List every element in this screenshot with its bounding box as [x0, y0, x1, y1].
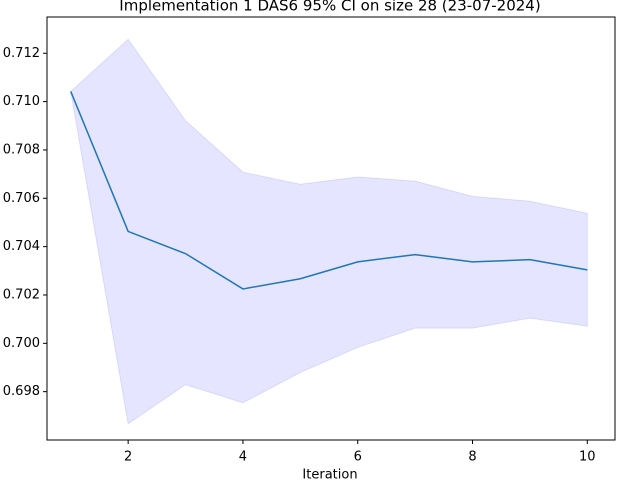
y-tick-label: 0.708 [3, 142, 40, 157]
plot-frame [46, 16, 616, 441]
y-tick-label: 0.702 [3, 287, 40, 302]
y-tick-label: 0.712 [3, 46, 40, 61]
confidence-band [70, 38, 588, 425]
chart-title: Implementation 1 DAS6 95% CI on size 28 … [119, 0, 540, 15]
x-tick-label: 2 [124, 450, 132, 465]
x-tick-label: 10 [579, 450, 596, 465]
y-tick-label: 0.698 [3, 384, 40, 399]
x-tick-label: 8 [468, 450, 476, 465]
y-tick-label: 0.706 [3, 191, 40, 206]
y-tick-label: 0.704 [3, 239, 40, 254]
x-tick-label: 6 [354, 450, 362, 465]
x-axis-label: Iteration [302, 468, 357, 480]
x-tick-label: 4 [239, 450, 247, 465]
y-tick-label: 0.700 [3, 336, 40, 351]
y-tick-label: 0.710 [3, 94, 40, 109]
mean-line [70, 91, 588, 290]
